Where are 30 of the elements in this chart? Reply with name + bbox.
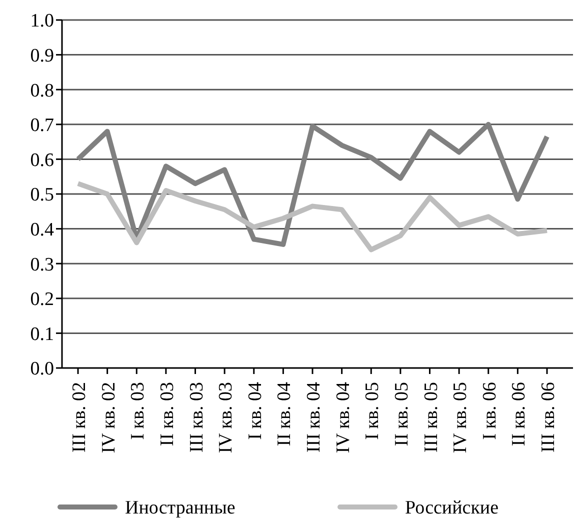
y-tick-label: 0.8 [30,80,54,102]
x-tick-label: III кв. 06 [538,382,559,452]
x-tick-label: IV кв. 03 [216,382,237,454]
y-tick-label: 0.6 [30,150,54,171]
x-tick-label: IV кв. 05 [450,382,472,454]
x-tick-label: III кв. 04 [304,382,324,452]
x-tick-label: I кв. 03 [128,382,149,440]
x-tick-label: IV кв. 04 [332,382,354,454]
y-tick-label: 0.7 [30,115,54,136]
x-tick-label: IV кв. 02 [98,382,120,454]
x-tick-label: III кв. 02 [69,382,90,452]
x-tick-label: I кв. 04 [244,382,266,440]
y-tick-label: 0.0 [30,358,54,380]
legend-label: Российские [405,498,499,519]
y-tick-label: 0.2 [30,289,54,310]
x-tick-label: I кв. 05 [362,382,384,440]
legend-label: Иностранные [125,498,236,519]
x-tick-label: I кв. 06 [479,382,500,440]
y-tick-label: 0.5 [30,184,54,206]
x-tick-label: II кв. 06 [508,382,530,446]
x-tick-label: III кв. 03 [186,382,208,452]
y-tick-label: 0.4 [30,219,54,240]
y-tick-label: 0.3 [30,254,54,276]
y-tick-label: 0.9 [30,45,54,66]
y-tick-label: 1.0 [30,10,54,32]
x-tick-label: III кв. 05 [420,382,442,452]
x-tick-label: II кв. 05 [391,382,412,446]
y-tick-label: 0.1 [30,324,54,345]
x-tick-label: II кв. 03 [156,382,178,446]
x-tick-label: II кв. 04 [274,382,296,446]
